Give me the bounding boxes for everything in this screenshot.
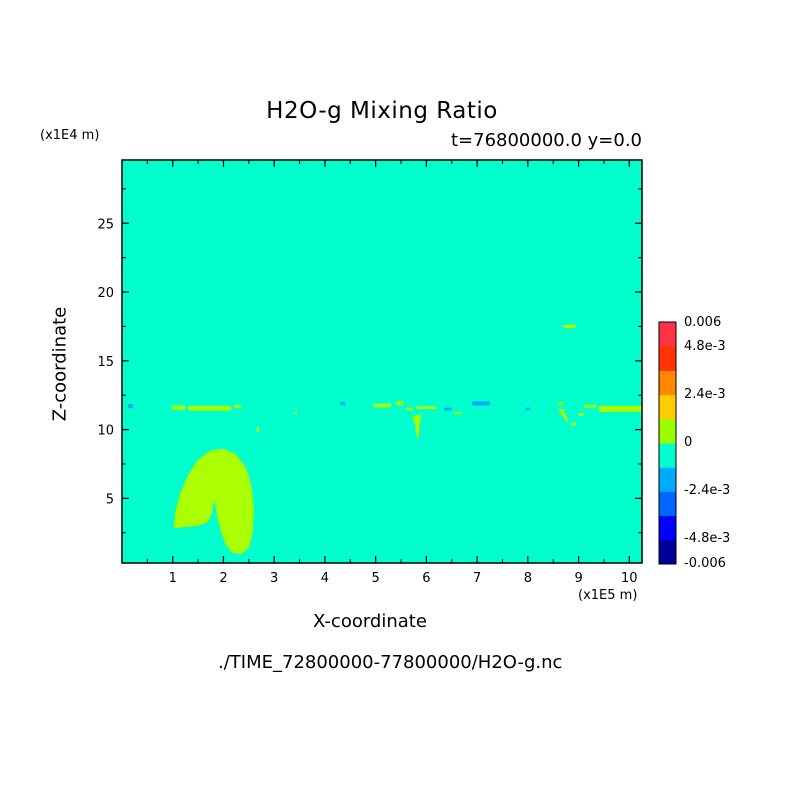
colorbar-label: 4.8e-3 [684,339,726,354]
layer-patch [256,426,259,433]
colorbar-segment [659,418,676,444]
y-tick-label: 10 [97,424,114,439]
layer-patch [416,406,437,409]
colorbar-label: 2.4e-3 [684,387,726,402]
y-tick-label: 25 [97,217,114,232]
layer-patch [472,401,490,406]
colorbar-segment [659,322,676,347]
x-tick-label: 4 [321,571,329,586]
colorbar-label: -0.006 [684,556,726,571]
colorbar-segment [659,370,676,396]
layer-patch [578,413,584,416]
colorbar-frame [658,321,677,565]
plume-notch [212,502,219,541]
x-tick-label: 1 [169,571,177,586]
layer-patch [395,401,404,406]
chart-subtitle: t=76800000.0 y=0.0 [450,130,642,151]
layer-patch [340,401,346,406]
x-tick-label: 6 [422,571,430,586]
layer-patch [598,405,642,413]
layer-streak [558,409,569,422]
layer-patch [171,405,186,410]
colorbar-segment [659,443,676,468]
file-path-footer: ./TIME_72800000-77800000/H2O-g.nc [218,652,563,673]
layer-patch [294,411,298,415]
plot-frame [121,159,643,564]
layer-patch [187,405,232,411]
layer-patch [406,407,414,411]
layer-patch [454,412,462,415]
y-tick-label: 15 [97,355,114,370]
x-tick-label: 5 [372,571,380,586]
y-tick-label: 20 [97,286,114,301]
layer-patch [570,422,577,426]
colorbar-segment [659,467,676,492]
x-tick-label: 2 [219,571,227,586]
x-tick-label: 8 [524,571,532,586]
layer-patch [558,402,564,405]
contour-features [128,324,642,555]
layer-patch [444,407,452,411]
x-axis-label: X-coordinate [313,611,427,632]
colorbar-label: 0.006 [684,315,721,330]
colorbar-segment [659,539,676,565]
layer-patch [373,403,391,408]
colorbar-label: -2.4e-3 [684,483,730,498]
layer-patch [563,324,577,329]
x-tick-label: 10 [621,571,638,586]
x-tick-label: 7 [473,571,481,586]
colorbar-label: -4.8e-3 [684,531,730,546]
layer-patch [233,404,242,408]
x-axis-multiplier: (x1E5 m) [578,588,638,603]
x-tick-label: 3 [270,571,278,586]
colorbar-label: 0 [684,435,692,450]
layer-patch [583,404,597,408]
plume-region [173,448,254,555]
chart-title: H2O-g Mixing Ratio [266,98,498,124]
x-tick-label: 9 [574,571,582,586]
colorbar-segment [659,491,676,517]
layer-streak [412,414,422,438]
layer-patch [128,404,134,409]
layer-patch [525,407,531,411]
colorbar-segment [659,346,676,371]
z-axis-multiplier: (x1E4 m) [40,128,100,143]
plot-axes: 1 2 3 4 5 6 7 8 9 10 5 10 15 20 25 [97,159,643,586]
colorbar-segment [659,515,676,541]
colorbar-segment [659,394,676,420]
colorbar: 0.006 4.8e-3 2.4e-3 0 -2.4e-3 -4.8e-3 -0.006 [658,315,730,571]
y-tick-label: 5 [106,492,114,507]
